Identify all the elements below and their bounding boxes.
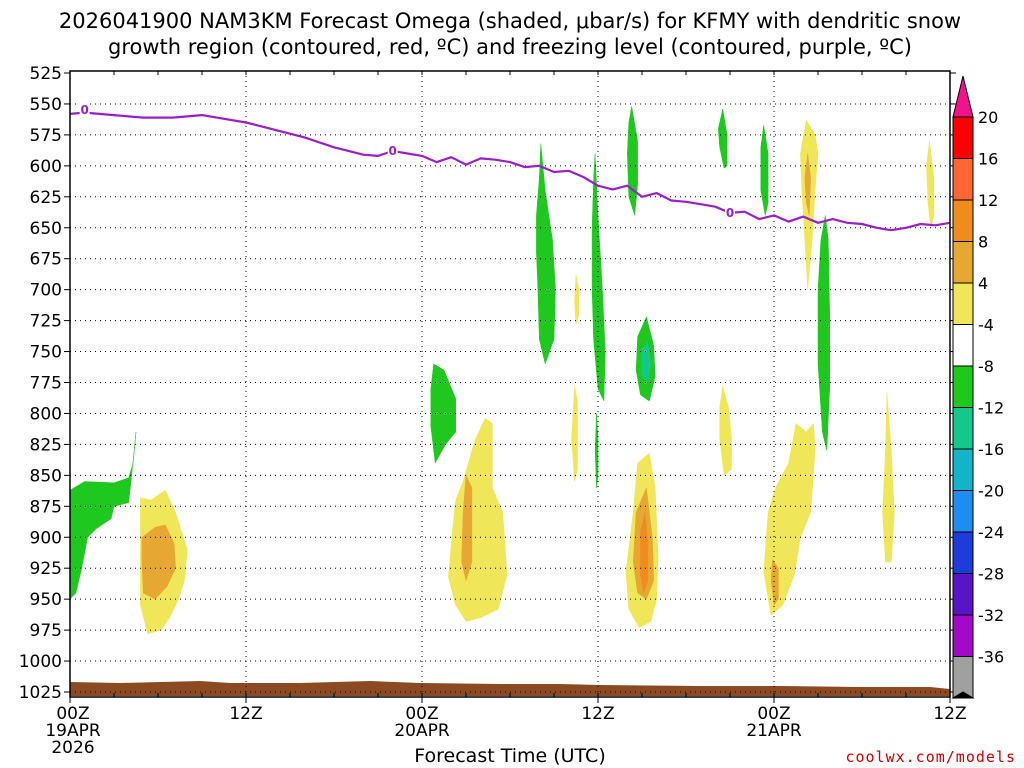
y-tick-label-550: 550 (30, 95, 62, 115)
colorbar-label-20: 20 (978, 108, 998, 127)
colorbar-label-12: 12 (978, 191, 998, 210)
freezing-level-label-3: 0 (726, 206, 734, 220)
y-tick-label-525: 525 (30, 64, 62, 84)
colorbar-label--20: -20 (978, 482, 1004, 501)
colorbar: 20 16 12 8 4 -4 -8 -12 -16 -20 -24 -28 -32 -36 (951, 75, 1004, 699)
colorbar-box-7 (952, 365, 974, 408)
colorbar-box-1 (952, 116, 974, 159)
omega-region-orange-core-20apr-12z (640, 512, 649, 594)
freezing-level-contour: 0 0 0 (69, 102, 951, 232)
colorbar-label-8: 8 (978, 233, 988, 252)
y-tick-label-775: 775 (30, 374, 62, 394)
colorbar-box-10 (952, 490, 974, 533)
colorbar-box-11 (952, 531, 974, 574)
colorbar-box-9 (952, 448, 974, 491)
colorbar-box-3 (952, 199, 974, 242)
y-tick-label-850: 850 (30, 466, 62, 486)
freezing-level-label-2: 0 (388, 144, 396, 158)
x-tick-label-48-2: 21APR (746, 721, 802, 741)
x-tick-label-24-2: 20APR (394, 721, 450, 741)
colorbar-box-8 (952, 407, 974, 450)
omega-region-orange-early (141, 524, 176, 600)
chart-title-line1: 2026041900 NAM3KM Forecast Omega (shaded… (59, 9, 961, 33)
freezing-level-label-bg-1 (79, 102, 90, 117)
colorbar-box-5 (952, 282, 974, 325)
colorbar-box-6 (952, 324, 974, 367)
y-tick-label-1025: 1025 (19, 683, 62, 703)
omega-shaded-regions (69, 106, 935, 635)
x-tick-label-12-1: 12Z (229, 704, 262, 724)
omega-region-green-tall-20apr (536, 143, 556, 365)
omega-region-teal-mid-38.5 (641, 340, 652, 384)
omega-region-yellow-sliver-32.5 (574, 274, 580, 325)
colorbar-label-4: 4 (978, 274, 988, 293)
y-tick-label-750: 750 (30, 343, 62, 363)
x-tick-label-24-1: 00Z (405, 704, 438, 724)
x-tick-label-0-2: 19APR (45, 721, 101, 741)
omega-region-orange-20apr-low (461, 474, 473, 582)
y-tick-label-825: 825 (30, 435, 62, 455)
omega-region-green-top-47 (760, 124, 769, 216)
y-tick-label-625: 625 (30, 188, 62, 208)
y-tick-label-575: 575 (30, 126, 62, 146)
omega-region-orange-21apr-low (770, 558, 779, 606)
colorbar-box-4 (952, 241, 974, 284)
x-tick-label-48-1: 00Z (757, 704, 790, 724)
x-tick-label-0-3: 2026 (51, 738, 94, 758)
colorbar-label--16: -16 (978, 440, 1004, 459)
omega-region-yellow-low-55 (882, 392, 895, 563)
y-tick-label-925: 925 (30, 559, 62, 579)
y-tick-label-1000: 1000 (19, 652, 62, 672)
y-axis-ticks: 525 550 575 600 625 650 675 700 725 750 775 800 825 8… (19, 64, 956, 703)
y-tick-label-875: 875 (30, 497, 62, 517)
omega-region-green-narrow-35.5 (591, 153, 606, 402)
colorbar-label--36: -36 (978, 648, 1004, 667)
y-tick-label-900: 900 (30, 528, 62, 548)
freezing-level-label-1: 0 (80, 103, 88, 117)
colorbar-label--12: -12 (978, 399, 1004, 418)
freezing-level-label-bg-2 (387, 142, 398, 157)
x-tick-label-0-1: 00Z (56, 704, 89, 724)
y-tick-label-650: 650 (30, 219, 62, 239)
y-tick-label-725: 725 (30, 312, 62, 332)
omega-region-yellow-20apr-low (448, 418, 508, 622)
omega-region-green-top-44.5 (718, 108, 728, 169)
colorbar-label-16: 16 (978, 150, 998, 169)
colorbar-label--24: -24 (978, 523, 1004, 542)
x-axis-label: Forecast Time (UTC) (414, 745, 605, 767)
y-tick-label-800: 800 (30, 404, 62, 424)
colorbar-label--8: -8 (978, 357, 994, 376)
y-tick-label-675: 675 (30, 250, 62, 270)
colorbar-label--28: -28 (978, 565, 1004, 584)
colorbar-box-2 (952, 158, 974, 201)
omega-region-yellow-45 (719, 386, 732, 476)
colorbar-box-12 (952, 573, 974, 616)
x-tick-label-36-1: 12Z (581, 704, 614, 724)
omega-region-green-early-lowlevel (69, 431, 137, 600)
y-tick-label-700: 700 (30, 281, 62, 301)
x-tick-label-60-1: 12Z (933, 704, 966, 724)
colorbar-label--4: -4 (978, 316, 994, 335)
colorbar-bottom-arrow (951, 691, 975, 699)
freezing-level-label-bg-3 (725, 204, 735, 219)
colorbar-label--32: -32 (978, 606, 1004, 625)
omega-region-orange-top-50 (804, 153, 811, 216)
colorbar-box-13 (952, 614, 974, 657)
grid-lines (70, 71, 950, 697)
chart-title-line2: growth region (contoured, red, ºC) and f… (108, 35, 912, 59)
credit-text: coolwx.com/models (845, 748, 1016, 766)
y-tick-label-600: 600 (30, 157, 62, 177)
omega-region-green-tall-51 (817, 215, 830, 451)
y-tick-label-975: 975 (30, 621, 62, 641)
y-tick-label-950: 950 (30, 590, 62, 610)
freezing-level-line (69, 111, 951, 232)
